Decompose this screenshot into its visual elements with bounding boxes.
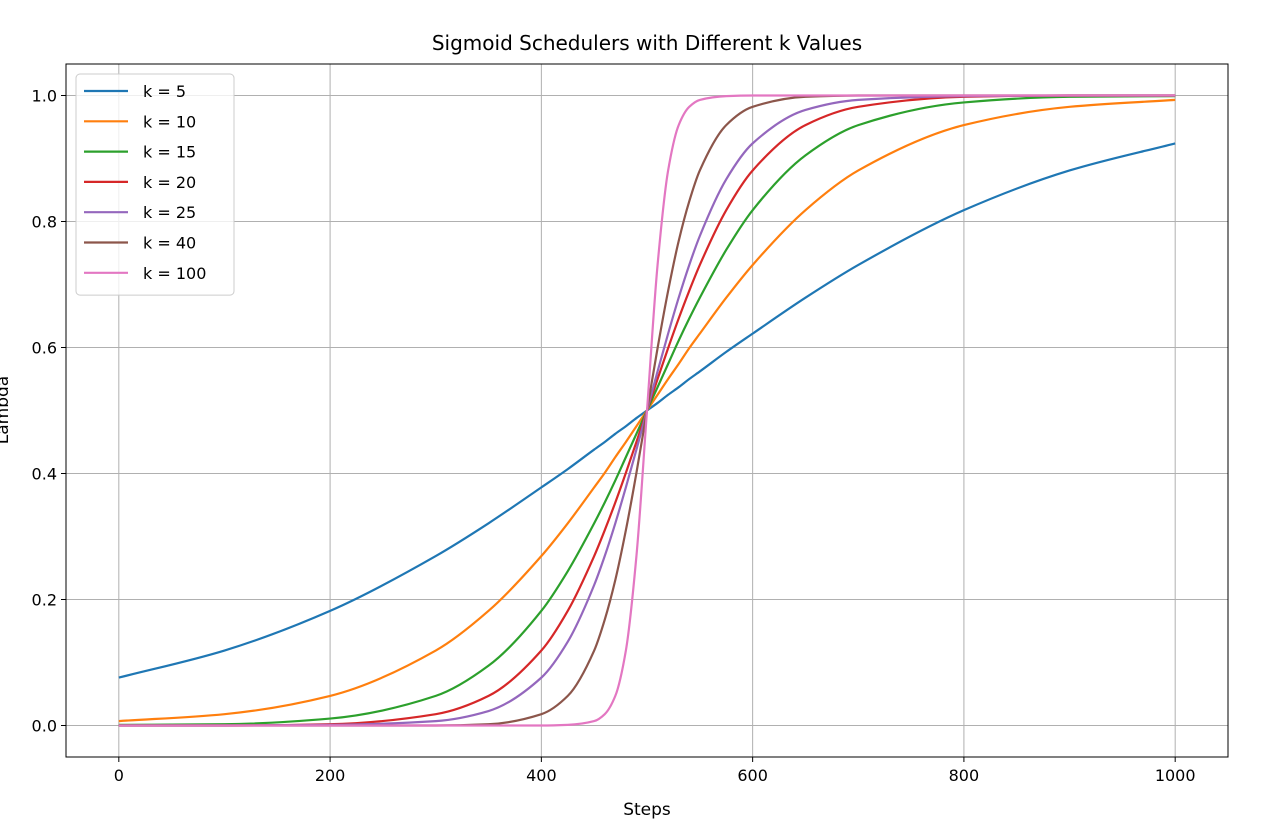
legend-label: k = 40 bbox=[143, 234, 196, 253]
legend-label: k = 5 bbox=[143, 82, 186, 101]
y-tick-label: 0.0 bbox=[32, 717, 57, 736]
legend-label: k = 20 bbox=[143, 173, 196, 192]
legend-label: k = 25 bbox=[143, 203, 196, 222]
y-tick-label: 0.6 bbox=[32, 339, 57, 358]
legend-box bbox=[75, 73, 235, 296]
legend-label: k = 15 bbox=[143, 143, 196, 162]
chart-title: Sigmoid Schedulers with Different k Valu… bbox=[432, 31, 862, 55]
x-tick-label: 200 bbox=[315, 766, 346, 785]
x-tick-label: 400 bbox=[526, 766, 557, 785]
legend-label: k = 10 bbox=[143, 112, 196, 131]
x-tick-label: 1000 bbox=[1155, 766, 1196, 785]
series-line-k100 bbox=[118, 94, 1176, 727]
ticks: 0 200 400 600 800 1000 0.0 0.2 0.4 0.6 0.8 1.0 bbox=[32, 87, 1196, 786]
legend-label: k = 100 bbox=[143, 264, 206, 283]
axes-frame bbox=[65, 63, 1229, 758]
x-axis-label: Steps bbox=[623, 800, 671, 819]
y-tick-label: 1.0 bbox=[32, 87, 57, 106]
y-tick-label: 0.8 bbox=[32, 213, 57, 232]
series-lines bbox=[118, 94, 1176, 727]
x-tick-label: 0 bbox=[114, 766, 124, 785]
x-tick-label: 800 bbox=[949, 766, 980, 785]
y-tick-label: 0.2 bbox=[32, 591, 57, 610]
y-tick-label: 0.4 bbox=[32, 465, 57, 484]
y-axis-label: Lambda bbox=[0, 376, 13, 444]
legend: k = 5 k = 10 k = 15 k = 20 k = 25 k = 40 k = 1… bbox=[75, 73, 235, 296]
x-tick-label: 600 bbox=[737, 766, 768, 785]
